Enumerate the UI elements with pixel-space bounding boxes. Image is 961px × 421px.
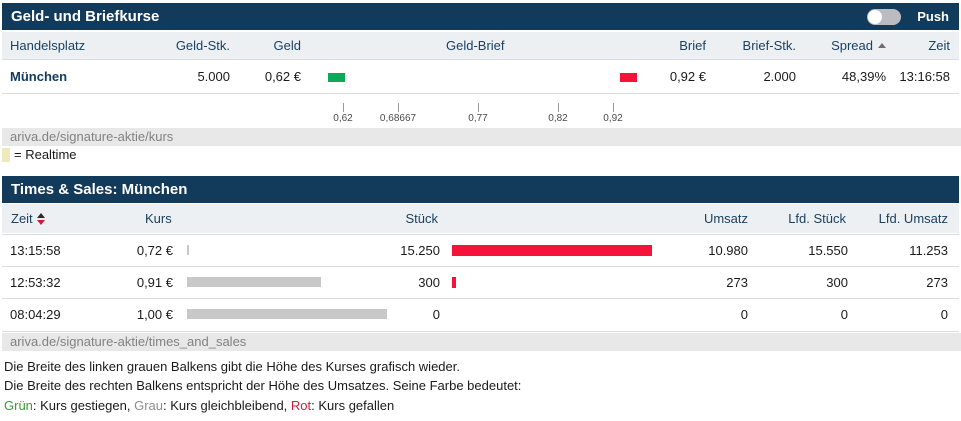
trade-lfd-stueck: 15.550 [808, 243, 848, 258]
column-header-brief[interactable]: Brief [679, 38, 706, 53]
trade-row: 13:15:58 0,72 € 15.250 10.980 15.550 11.… [2, 235, 959, 266]
times-sales-source-bar: ariva.de/signature-aktie/times_and_sales [2, 333, 961, 351]
umsatz-volume-bar [452, 245, 652, 256]
column-header-brief-stk[interactable]: Brief-Stk. [742, 38, 796, 53]
column-header-spread[interactable]: Spread [831, 32, 886, 59]
column-header-geld[interactable]: Geld [273, 38, 301, 53]
geld-stk-value: 5.000 [197, 69, 230, 84]
kurs-width-bar [187, 245, 189, 255]
times-sales-panel-header: Times & Sales: München [2, 176, 959, 203]
axis-tick-label: 0,82 [548, 113, 568, 124]
trade-row: 08:04:29 1,00 € 0 0 0 0 [2, 299, 959, 330]
trade-lfd-stueck: 0 [840, 307, 848, 322]
trade-lfd-umsatz: 11.253 [909, 243, 948, 258]
divider [2, 59, 959, 60]
axis-tick-label: 0,62 [333, 113, 353, 124]
column-header-geld-brief[interactable]: Geld-Brief [446, 38, 505, 53]
sort-ascending-icon [878, 43, 886, 48]
brief-stk-value: 2.000 [763, 69, 796, 84]
bid-marker-bar [328, 73, 345, 82]
trade-umsatz: 10.980 [708, 243, 748, 258]
column-header-spread-label: Spread [831, 38, 873, 53]
brief-value: 0,92 € [669, 69, 706, 84]
column-header-stueck[interactable]: Stück [405, 211, 438, 226]
legend-red-term: Rot [290, 398, 312, 413]
divider [2, 331, 959, 332]
column-header-umsatz[interactable]: Umsatz [703, 211, 748, 226]
trade-kurs: 0,72 € [136, 243, 173, 258]
legend-green-term: Grün [4, 398, 33, 413]
axis-tick [558, 103, 559, 112]
divider [2, 93, 959, 94]
column-header-kurs[interactable]: Kurs [145, 211, 172, 226]
axis-tick [398, 103, 399, 112]
quotes-source-path: ariva.de/signature-aktie/kurs [10, 129, 174, 144]
column-header-geld-stk[interactable]: Geld-Stk. [175, 38, 230, 53]
trade-stueck: 15.250 [400, 243, 440, 258]
zeit-value: 13:16:58 [899, 69, 950, 84]
spread-value: 48,39% [841, 69, 886, 84]
trade-stueck: 0 [432, 307, 440, 322]
quotes-source-bar: ariva.de/signature-aktie/kurs [2, 128, 961, 146]
axis-tick-label: 0,68667 [379, 113, 417, 124]
geld-value: 0,62 € [264, 69, 301, 84]
axis-tick-label: 0,77 [468, 113, 488, 124]
axis-tick [613, 103, 614, 112]
realtime-legend: = Realtime [0, 146, 961, 164]
trade-kurs: 0,91 € [136, 275, 173, 290]
legend-grey-term: Grau [134, 398, 163, 413]
column-header-handelsplatz[interactable]: Handelsplatz [10, 38, 86, 53]
kurs-width-bar [187, 277, 321, 287]
column-header-zeit[interactable]: Zeit [928, 38, 950, 53]
trade-lfd-stueck: 300 [826, 275, 848, 290]
divider [2, 234, 959, 235]
divider [2, 266, 959, 267]
push-toggle-knob [868, 10, 882, 24]
quotes-panel-title: Geld- und Briefkurse [11, 8, 160, 25]
column-header-lfd-stueck[interactable]: Lfd. Stück [788, 211, 846, 226]
legend-red-text: : Kurs gefallen [311, 398, 395, 413]
handelsplatz-value: München [10, 69, 68, 84]
trade-kurs: 1,00 € [136, 307, 173, 322]
times-sales-source-path: ariva.de/signature-aktie/times_and_sales [10, 334, 247, 349]
trade-zeit: 13:15:58 [10, 243, 61, 258]
realtime-label: = Realtime [14, 147, 77, 162]
legend-green-text: : Kurs gestiegen, [32, 398, 135, 413]
trade-umsatz: 273 [726, 275, 748, 290]
trade-zeit: 12:53:32 [10, 275, 61, 290]
column-header-ts-zeit-label: Zeit [11, 211, 33, 226]
kurs-width-bar [187, 309, 387, 319]
push-toggle-label: Push [917, 9, 949, 24]
trade-stueck: 300 [418, 275, 440, 290]
axis-tick-label: 0,92 [603, 113, 623, 124]
legend-grey-text: : Kurs gleichbleibend, [162, 398, 291, 413]
column-header-lfd-umsatz[interactable]: Lfd. Umsatz [878, 211, 948, 226]
quotes-panel-header: Geld- und Briefkurse Push [2, 3, 959, 30]
divider [2, 298, 959, 299]
times-sales-title: Times & Sales: München [11, 181, 188, 198]
price-scale-axis: 0,62 0,68667 0,77 0,82 0,92 [0, 103, 961, 128]
realtime-color-swatch [2, 148, 10, 162]
push-toggle[interactable] [867, 9, 901, 25]
column-header-ts-zeit[interactable]: Zeit [11, 204, 45, 233]
times-sales-table-header: Zeit Kurs Stück Umsatz Lfd. Stück Lfd. U… [2, 204, 959, 233]
quotes-table-header: Handelsplatz Geld-Stk. Geld Geld-Brief B… [2, 32, 959, 59]
legend-line-1: Die Breite des linken grauen Balkens gib… [4, 359, 460, 374]
axis-tick [343, 103, 344, 112]
legend-line-3: Grün: Kurs gestiegen, Grau: Kurs gleichb… [4, 397, 394, 415]
trade-umsatz: 0 [740, 307, 748, 322]
trade-lfd-umsatz: 273 [926, 275, 948, 290]
umsatz-volume-bar [452, 277, 456, 288]
trade-row: 12:53:32 0,91 € 300 273 300 273 [2, 267, 959, 298]
sort-both-icon [36, 213, 45, 225]
legend-line-2: Die Breite des rechten Balkens entsprich… [4, 378, 522, 393]
trade-zeit: 08:04:29 [10, 307, 61, 322]
quote-row-muenchen: München 5.000 0,62 € 0,92 € 2.000 48,39%… [2, 60, 959, 93]
ask-marker-bar [620, 73, 637, 82]
trade-lfd-umsatz: 0 [940, 307, 948, 322]
axis-tick [478, 103, 479, 112]
